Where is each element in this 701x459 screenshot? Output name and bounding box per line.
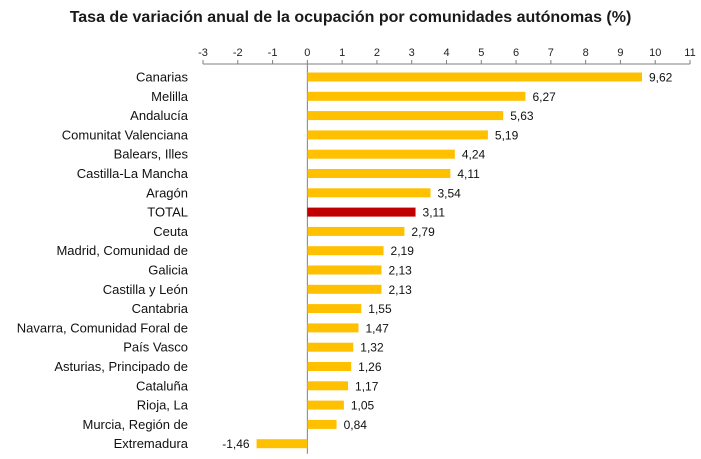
bar	[307, 304, 362, 314]
category-label: Comunitat Valenciana	[62, 127, 189, 142]
category-label: Murcia, Región de	[83, 417, 189, 432]
bar	[307, 91, 526, 101]
x-tick-label: 3	[409, 47, 415, 59]
bar	[307, 130, 488, 140]
value-labels: 9,62 6,27 5,63 5,19 4,24 4,11 3,54 3,11 2,79 2,19…	[222, 71, 672, 452]
value-label: 1,26	[358, 360, 382, 374]
category-label: Aragón	[146, 185, 188, 200]
x-tick-label: -1	[268, 47, 278, 59]
value-label: 4,11	[457, 167, 480, 181]
bar	[307, 207, 416, 217]
value-label: 9,62	[649, 71, 673, 85]
bar	[307, 381, 349, 391]
value-label: 2,79	[411, 225, 435, 239]
value-label: 6,27	[532, 90, 556, 104]
category-label: Ceuta	[153, 224, 188, 239]
x-tick-label: 0	[304, 47, 310, 59]
category-label: Navarra, Comunidad Foral de	[17, 320, 188, 335]
value-label: 2,13	[388, 283, 412, 297]
bar	[307, 323, 359, 333]
value-label: 1,47	[365, 321, 389, 335]
category-label: Castilla-La Mancha	[77, 166, 189, 181]
category-label: Rioja, La	[137, 398, 189, 413]
value-label: 1,32	[360, 341, 384, 355]
value-label: 0,84	[344, 418, 368, 432]
value-label: 2,13	[388, 264, 412, 278]
bar	[307, 246, 384, 256]
value-label: 5,63	[510, 109, 534, 123]
value-label: 1,05	[351, 399, 375, 413]
bar	[307, 111, 504, 121]
category-label: Extremadura	[114, 436, 189, 451]
bar	[307, 362, 352, 371]
bar	[307, 265, 382, 275]
value-label: 3,11	[423, 206, 446, 220]
bar	[307, 284, 382, 294]
x-tick-label: 6	[513, 47, 519, 59]
category-label: Andalucía	[130, 108, 189, 123]
x-axis: -3 -2 -1 0 1 2 3 4 5 6 7 8 9 10 11	[198, 47, 696, 454]
x-tick-label: 2	[374, 47, 380, 59]
value-label: -1,46	[222, 437, 250, 451]
value-label: 3,54	[437, 186, 461, 200]
bar	[307, 419, 337, 429]
bar	[307, 226, 405, 236]
category-labels: Canarias Melilla Andalucía Comunitat Valenc…	[17, 70, 189, 452]
category-label: Galicia	[148, 263, 189, 278]
category-label: Cantabria	[132, 301, 189, 316]
x-tick-label: 9	[617, 47, 623, 59]
value-label: 1,17	[355, 379, 379, 393]
value-label: 1,55	[368, 302, 392, 316]
bar	[256, 439, 308, 449]
x-tick-label: 1	[339, 47, 345, 59]
category-label: TOTAL	[147, 205, 188, 220]
category-label: Balears, Illes	[114, 147, 189, 162]
bar	[307, 169, 451, 178]
chart-title: Tasa de variación anual de la ocupación …	[69, 9, 632, 26]
category-label: Castilla y León	[103, 282, 188, 297]
x-tick-label: 7	[548, 47, 554, 59]
category-label: Asturias, Principado de	[54, 359, 188, 374]
bars	[256, 72, 642, 449]
x-tick-label: 11	[684, 47, 695, 59]
category-label: País Vasco	[123, 340, 188, 355]
category-label: Cataluña	[136, 378, 189, 393]
x-tick-label: -2	[233, 47, 243, 59]
bar	[307, 72, 642, 82]
category-label: Melilla	[151, 89, 189, 104]
value-label: 4,24	[462, 148, 486, 162]
x-tick-label: 10	[649, 47, 661, 59]
x-tick-label: 5	[478, 47, 484, 59]
value-label: 2,19	[391, 244, 415, 258]
x-tick-label: -3	[198, 47, 208, 59]
value-label: 5,19	[495, 128, 519, 142]
bar	[307, 342, 354, 352]
category-label: Canarias	[136, 70, 189, 85]
category-label: Madrid, Comunidad de	[56, 243, 188, 258]
bar	[307, 400, 344, 410]
bar	[307, 149, 455, 159]
x-tick-label: 4	[443, 47, 449, 59]
bar	[307, 188, 431, 198]
x-tick-label: 8	[583, 47, 589, 59]
